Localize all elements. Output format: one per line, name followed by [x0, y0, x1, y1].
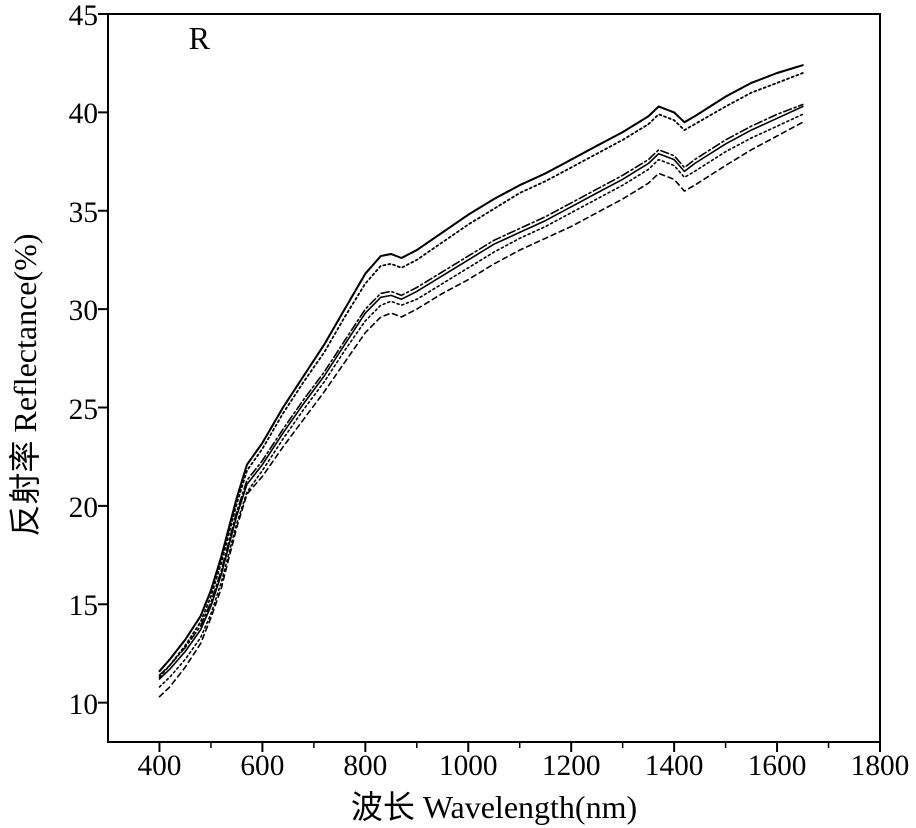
spectral-reflectance-chart: 反射率 Reflectance(%) 波长 Wavelength(nm) R 4…	[0, 0, 916, 819]
series-curve-b-upper-dotted	[160, 73, 803, 677]
series-curve-g-lower-shortdash	[160, 122, 803, 697]
series-curve-d-lower-solid	[160, 107, 803, 680]
series-curve-e-lower-dotted	[160, 114, 803, 687]
plot-svg	[0, 0, 916, 819]
series-curve-f-lower-dashdot	[160, 105, 803, 676]
